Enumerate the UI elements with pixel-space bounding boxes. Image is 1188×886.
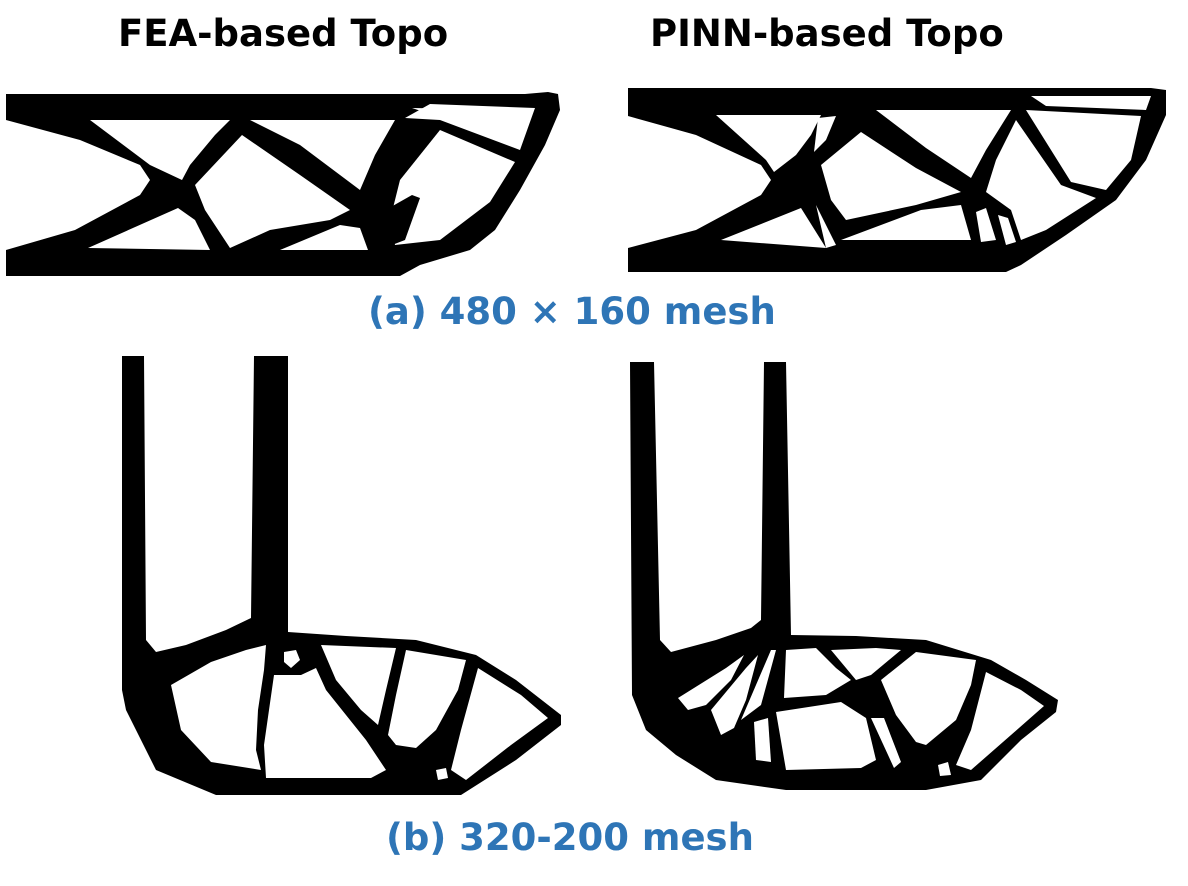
row-b-caption: (b) 320-200 mesh — [386, 816, 754, 859]
row-a-caption: (a) 480 × 160 mesh — [368, 290, 776, 333]
fea-l-bracket-topology — [122, 356, 561, 795]
fea-beam-topology — [6, 92, 560, 276]
pinn-beam-topology — [628, 88, 1166, 272]
pinn-column-header: PINN-based Topo — [650, 12, 1004, 55]
fea-column-header: FEA-based Topo — [118, 12, 449, 55]
pinn-l-bracket-topology — [630, 362, 1058, 790]
